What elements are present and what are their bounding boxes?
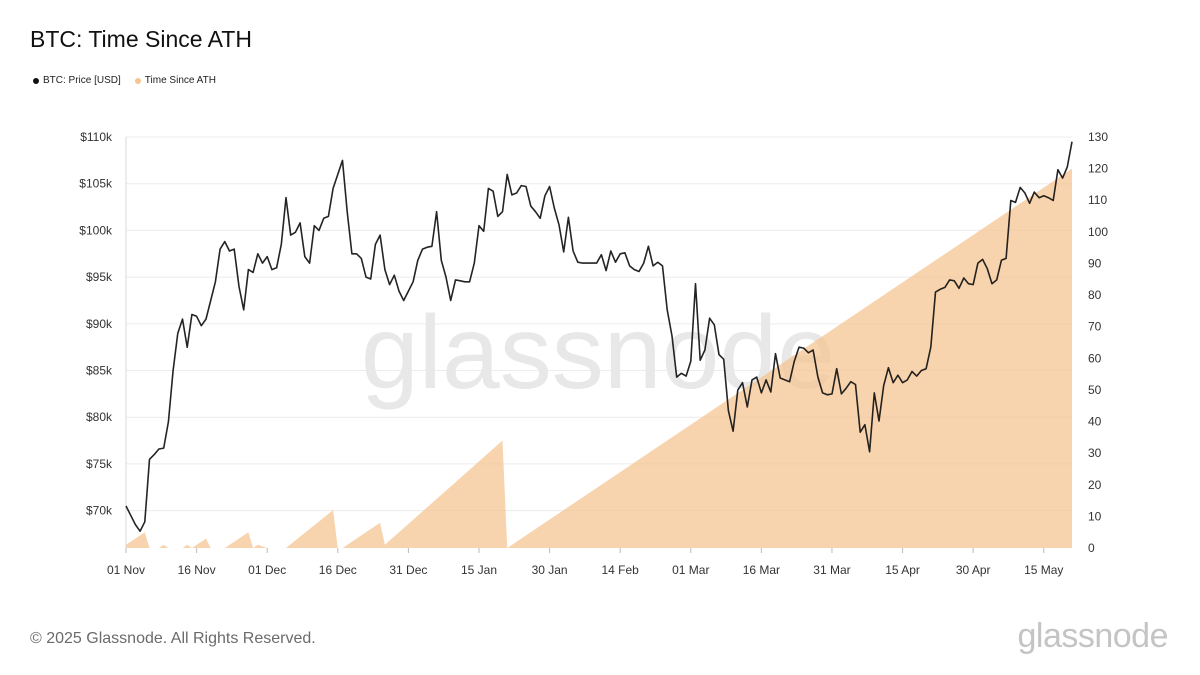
x-tick-label: 15 Apr bbox=[885, 563, 920, 577]
chart-legend: BTC: Price [USD] Time Since ATH bbox=[33, 75, 216, 86]
y-tick-label-right: 110 bbox=[1088, 193, 1107, 207]
legend-marker-price bbox=[33, 77, 39, 84]
chart-canvas: glassnode$70k$75k$80k$85k$90k$95k$100k$1… bbox=[79, 130, 1108, 577]
y-tick-label-right: 90 bbox=[1088, 256, 1102, 270]
btc-price-line bbox=[125, 141, 1073, 533]
time-since-ath-area bbox=[126, 168, 1072, 548]
y-tick-label-right: 30 bbox=[1088, 446, 1102, 460]
x-tick-label: 30 Apr bbox=[956, 563, 991, 577]
y-tick-label-left: $80k bbox=[86, 410, 113, 424]
x-tick-label: 31 Mar bbox=[813, 563, 850, 577]
legend-item-time-since-ath[interactable]: Time Since ATH bbox=[134, 75, 216, 86]
copyright-footer: © 2025 Glassnode. All Rights Reserved. bbox=[30, 630, 316, 647]
y-tick-label-left: $75k bbox=[86, 457, 113, 471]
x-tick-label: 01 Dec bbox=[248, 563, 286, 577]
x-tick-label: 14 Feb bbox=[601, 563, 639, 577]
y-tick-label-right: 130 bbox=[1088, 130, 1108, 144]
y-tick-label-right: 50 bbox=[1088, 383, 1102, 397]
y-tick-label-right: 10 bbox=[1088, 509, 1102, 523]
x-tick-label: 16 Nov bbox=[178, 563, 216, 577]
chart-title: BTC: Time Since ATH bbox=[30, 26, 252, 52]
y-tick-label-left: $105k bbox=[79, 177, 113, 191]
y-tick-label-left: $85k bbox=[86, 364, 113, 378]
x-tick-label: 01 Mar bbox=[672, 563, 709, 577]
x-tick-label: 31 Dec bbox=[389, 563, 427, 577]
y-tick-label-right: 40 bbox=[1088, 415, 1102, 429]
y-tick-label-right: 70 bbox=[1088, 320, 1102, 334]
x-tick-label: 30 Jan bbox=[532, 563, 568, 577]
x-tick-label: 15 Jan bbox=[461, 563, 497, 577]
y-tick-label-left: $90k bbox=[86, 317, 113, 331]
y-tick-label-left: $100k bbox=[79, 223, 113, 237]
x-tick-label: 01 Nov bbox=[107, 563, 145, 577]
x-tick-label: 15 May bbox=[1024, 563, 1063, 577]
legend-label-time-since-ath: Time Since ATH bbox=[144, 75, 216, 86]
y-tick-label-left: $70k bbox=[86, 504, 113, 518]
y-tick-label-right: 100 bbox=[1088, 225, 1108, 239]
y-tick-label-right: 60 bbox=[1088, 351, 1102, 365]
y-tick-label-right: 0 bbox=[1088, 541, 1095, 555]
legend-item-price[interactable]: BTC: Price [USD] bbox=[33, 75, 121, 86]
y-tick-label-left: $95k bbox=[86, 270, 113, 284]
y-tick-label-left: $110k bbox=[80, 130, 113, 144]
y-tick-label-right: 80 bbox=[1088, 288, 1102, 302]
legend-label-price: BTC: Price [USD] bbox=[43, 75, 121, 86]
x-tick-label: 16 Mar bbox=[743, 563, 780, 577]
legend-marker-time-since-ath bbox=[134, 77, 141, 84]
y-tick-label-right: 20 bbox=[1088, 478, 1102, 492]
brand-logo: glassnode bbox=[1017, 617, 1168, 655]
x-tick-label: 16 Dec bbox=[319, 563, 357, 577]
y-tick-label-right: 120 bbox=[1088, 162, 1108, 176]
